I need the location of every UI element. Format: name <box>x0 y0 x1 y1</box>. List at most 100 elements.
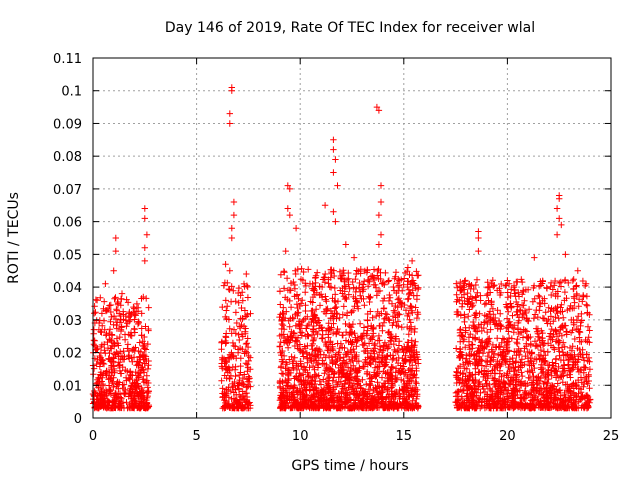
data-point <box>305 266 312 273</box>
data-point <box>339 311 346 318</box>
data-point <box>395 323 402 330</box>
data-point <box>519 372 526 380</box>
data-point <box>483 292 491 299</box>
data-point <box>407 319 414 326</box>
data-point <box>241 390 249 397</box>
data-point <box>518 276 525 283</box>
data-point <box>520 288 527 295</box>
data-point <box>377 231 385 238</box>
data-point <box>522 352 529 360</box>
data-point <box>354 390 361 397</box>
data-point <box>133 300 141 308</box>
data-point <box>557 304 564 311</box>
data-point <box>342 391 350 398</box>
data-point <box>515 314 523 321</box>
data-point <box>332 218 339 225</box>
data-point <box>284 296 291 303</box>
data-point <box>494 287 501 294</box>
data-point <box>144 384 151 391</box>
data-point <box>548 325 555 333</box>
data-point <box>584 302 591 309</box>
data-point <box>239 374 247 382</box>
data-point <box>387 334 394 341</box>
data-point <box>230 405 238 412</box>
data-point <box>392 269 400 276</box>
data-point <box>346 323 354 330</box>
data-point <box>382 403 389 410</box>
data-point <box>320 308 328 315</box>
data-point <box>305 372 312 380</box>
data-point <box>280 304 287 311</box>
data-point <box>570 321 578 328</box>
data-point <box>402 269 409 277</box>
data-point <box>384 385 391 392</box>
data-point <box>291 293 298 300</box>
data-point <box>360 363 367 370</box>
data-point <box>541 300 548 307</box>
data-point <box>311 353 319 360</box>
data-point <box>470 318 477 326</box>
data-point <box>235 385 243 392</box>
data-point <box>219 394 226 401</box>
data-point <box>579 298 586 305</box>
data-point <box>556 279 563 287</box>
data-point <box>137 404 144 412</box>
data-point <box>508 377 515 385</box>
data-point <box>345 275 352 282</box>
data-point <box>226 325 233 332</box>
data-point <box>350 388 357 395</box>
data-point <box>352 275 359 283</box>
data-point <box>565 356 572 364</box>
data-point <box>531 295 538 302</box>
data-point <box>394 399 401 407</box>
data-point <box>513 339 520 346</box>
data-point <box>483 343 490 350</box>
data-point <box>381 362 389 369</box>
data-point <box>586 385 593 392</box>
data-point <box>555 363 562 371</box>
data-point <box>118 290 126 297</box>
data-point <box>482 318 490 325</box>
data-point <box>466 405 473 412</box>
data-point <box>109 397 116 405</box>
data-point <box>339 382 346 390</box>
data-point <box>361 302 368 309</box>
data-point <box>286 211 293 219</box>
data-point <box>304 322 311 329</box>
data-point <box>227 354 235 361</box>
data-point <box>297 276 305 283</box>
data-point <box>348 308 355 316</box>
data-point <box>322 378 330 386</box>
data-point <box>364 316 371 324</box>
data-point <box>500 379 508 386</box>
data-point <box>487 386 494 394</box>
data-point <box>399 287 406 294</box>
data-point <box>302 333 309 340</box>
data-point <box>453 379 460 387</box>
data-point <box>398 303 405 311</box>
data-point <box>504 294 512 301</box>
data-point <box>512 293 519 300</box>
data-point <box>373 312 380 320</box>
data-point <box>514 303 521 310</box>
data-point <box>558 332 566 339</box>
data-point <box>486 308 494 315</box>
data-point <box>327 394 334 402</box>
data-point <box>293 388 300 395</box>
data-point <box>301 382 309 389</box>
data-point <box>312 378 319 385</box>
data-point <box>396 393 403 400</box>
data-point <box>530 373 537 380</box>
data-point <box>326 283 333 291</box>
data-point <box>392 333 400 340</box>
data-point <box>337 378 344 385</box>
data-point <box>566 344 574 352</box>
data-point <box>286 185 293 193</box>
data-point <box>528 404 535 412</box>
data-point <box>232 309 240 316</box>
data-point <box>100 317 108 324</box>
data-point <box>287 369 295 377</box>
data-point <box>111 295 118 302</box>
data-point <box>479 344 486 352</box>
data-point <box>524 317 532 324</box>
